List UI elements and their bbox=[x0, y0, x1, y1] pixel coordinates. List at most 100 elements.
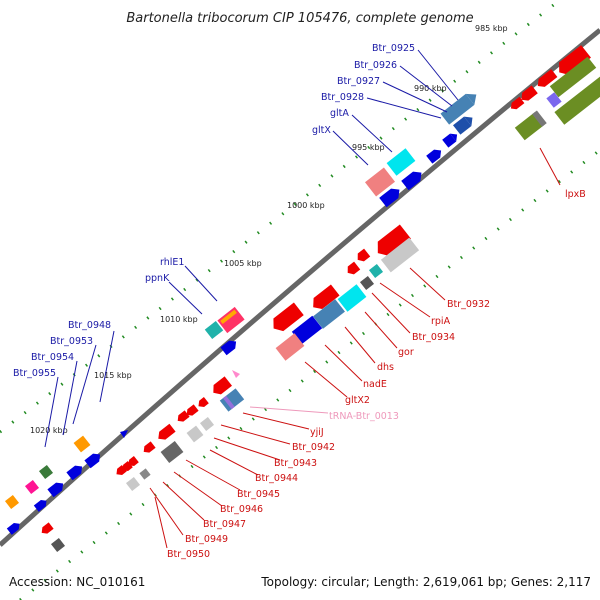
feature-gltA[interactable] bbox=[442, 131, 460, 148]
gene-label-btr0954[interactable]: Btr_0954 bbox=[31, 352, 74, 363]
gene-block bbox=[554, 75, 600, 125]
gene-label-btr0944[interactable]: Btr_0944 bbox=[255, 473, 298, 484]
gene-label-btr0942[interactable]: Btr_0942 bbox=[292, 442, 335, 453]
feature-red-small-1[interactable] bbox=[535, 69, 558, 90]
gene-label-btr0946[interactable]: Btr_0946 bbox=[220, 504, 263, 515]
gene-label-btr0927[interactable]: Btr_0927 bbox=[337, 76, 380, 87]
feature-red-large-3[interactable] bbox=[309, 284, 340, 312]
small-blue-marker bbox=[120, 430, 128, 438]
feature-ppnK[interactable] bbox=[204, 320, 224, 340]
gene-label-btr0932[interactable]: Btr_0932 bbox=[447, 299, 490, 310]
feature-btr0947[interactable] bbox=[125, 476, 141, 492]
feature-red-small-13[interactable] bbox=[39, 522, 54, 536]
feature-red-small-7[interactable] bbox=[184, 404, 199, 418]
feature-red-large-1[interactable] bbox=[554, 45, 591, 79]
feature-btr0953[interactable] bbox=[73, 435, 91, 453]
feature-dhs[interactable] bbox=[313, 299, 345, 329]
feature-red-large-4[interactable] bbox=[269, 302, 304, 334]
feature-blue-arrow-3[interactable] bbox=[220, 338, 239, 356]
feature-btr0942[interactable] bbox=[186, 425, 204, 443]
gene-label-btr0949[interactable]: Btr_0949 bbox=[185, 534, 228, 545]
gene-label-nadE[interactable]: nadE bbox=[363, 379, 387, 390]
feature-olive-1[interactable] bbox=[549, 56, 597, 98]
gene-arrow bbox=[347, 261, 361, 275]
feature-blue-arrow-1[interactable] bbox=[401, 168, 425, 191]
gene-arrow bbox=[47, 482, 64, 498]
feature-nadE[interactable] bbox=[291, 315, 323, 345]
gene-label-btr0945[interactable]: Btr_0945 bbox=[237, 489, 280, 500]
feature-red-small-11[interactable] bbox=[114, 465, 127, 477]
feature-btr0950[interactable] bbox=[50, 537, 66, 553]
gene-label-gltA[interactable]: gltA bbox=[330, 108, 349, 119]
feature-rhlE1[interactable] bbox=[217, 306, 245, 334]
feature-red-small-10[interactable] bbox=[120, 461, 133, 473]
feature-gltX-blue[interactable] bbox=[426, 147, 444, 164]
gene-label-btr0925[interactable]: Btr_0925 bbox=[372, 43, 415, 54]
gene-arrow bbox=[122, 461, 133, 471]
feature-red-small-12[interactable] bbox=[126, 456, 139, 468]
feature-btr0928-lower[interactable] bbox=[453, 113, 476, 135]
feature-rpiA[interactable] bbox=[368, 263, 384, 279]
gene-segment bbox=[532, 110, 547, 127]
feature-red-large-2[interactable] bbox=[372, 224, 411, 260]
gene-block bbox=[386, 148, 416, 176]
feature-yjiJ[interactable] bbox=[199, 416, 215, 432]
feature-blue-arrow-2[interactable] bbox=[379, 185, 403, 208]
gene-label-gltX[interactable]: gltX bbox=[312, 125, 331, 136]
gene-label-tRNA[interactable]: tRNA-Btr_0013 bbox=[329, 411, 399, 422]
feature-blue-arrow-7[interactable] bbox=[33, 498, 49, 512]
gene-label-btr0943[interactable]: Btr_0943 bbox=[274, 458, 317, 469]
feature-red-small-9[interactable] bbox=[141, 441, 156, 455]
gene-label-btr0948[interactable]: Btr_0948 bbox=[68, 320, 111, 331]
feature-btr0934[interactable] bbox=[359, 275, 375, 291]
feature-gltX2[interactable] bbox=[275, 333, 305, 361]
feature-btr0944[interactable] bbox=[160, 440, 184, 464]
gene-label-lpxB[interactable]: lpxB bbox=[565, 189, 586, 200]
feature-red-medium-2[interactable] bbox=[155, 423, 176, 443]
feature-red-small-8[interactable] bbox=[175, 410, 190, 424]
gene-arrow bbox=[128, 456, 139, 466]
gene-label-yjiJ[interactable]: yjiJ bbox=[310, 427, 324, 438]
feature-lpxB[interactable] bbox=[514, 110, 547, 141]
gene-label-btr0953[interactable]: Btr_0953 bbox=[50, 336, 93, 347]
feature-btr0946[interactable] bbox=[139, 468, 151, 480]
feature-red-small-3[interactable] bbox=[508, 96, 525, 112]
label-leaders bbox=[44, 49, 561, 549]
feature-btr0954[interactable] bbox=[38, 464, 54, 480]
feature-blue-arrow-4[interactable] bbox=[84, 451, 103, 469]
feature-red-small-6[interactable] bbox=[196, 397, 209, 409]
gene-label-btr0928[interactable]: Btr_0928 bbox=[321, 92, 364, 103]
gene-label-btr0950[interactable]: Btr_0950 bbox=[167, 549, 210, 560]
gene-block bbox=[160, 440, 184, 464]
feature-blue-arrow-6[interactable] bbox=[47, 480, 66, 498]
feature-olive-2[interactable] bbox=[554, 75, 600, 125]
feature-gor[interactable] bbox=[337, 284, 367, 312]
feature-red-small-5[interactable] bbox=[345, 261, 361, 277]
gene-label-btr0947[interactable]: Btr_0947 bbox=[203, 519, 246, 530]
feature-btr0932[interactable] bbox=[380, 237, 420, 273]
gene-label-dhs[interactable]: dhs bbox=[377, 362, 394, 373]
feature-red-medium-1[interactable] bbox=[210, 376, 232, 397]
gene-arrow bbox=[273, 302, 304, 332]
feature-orange-small[interactable] bbox=[4, 494, 20, 510]
gene-label-btr0934[interactable]: Btr_0934 bbox=[412, 332, 455, 343]
feature-pink-block[interactable] bbox=[365, 167, 395, 197]
gene-label-ppnK[interactable]: ppnK bbox=[145, 273, 170, 284]
feature-btr0955[interactable] bbox=[24, 479, 40, 495]
feature-purple[interactable] bbox=[546, 92, 562, 108]
gene-label-gor[interactable]: gor bbox=[398, 347, 414, 358]
gene-arrow bbox=[177, 410, 190, 422]
leader-gltX bbox=[332, 130, 369, 166]
gene-label-gltX2[interactable]: gltX2 bbox=[345, 395, 370, 406]
feature-red-small-2[interactable] bbox=[518, 85, 538, 103]
feature-tRNA[interactable] bbox=[219, 388, 245, 412]
feature-blue-arrow-5[interactable] bbox=[66, 463, 85, 481]
feature-red-small-4[interactable] bbox=[355, 248, 371, 264]
gene-label-btr0955[interactable]: Btr_0955 bbox=[13, 368, 56, 379]
gene-label-rpiA[interactable]: rpiA bbox=[431, 316, 451, 327]
feature-blue-arrow-8[interactable] bbox=[6, 521, 22, 535]
gene-label-btr0926[interactable]: Btr_0926 bbox=[354, 60, 397, 71]
gene-label-rhlE1[interactable]: rhlE1 bbox=[160, 257, 184, 268]
feature-btr0925-0928[interactable] bbox=[440, 89, 481, 125]
feature-gltX-cyan[interactable] bbox=[386, 148, 416, 176]
